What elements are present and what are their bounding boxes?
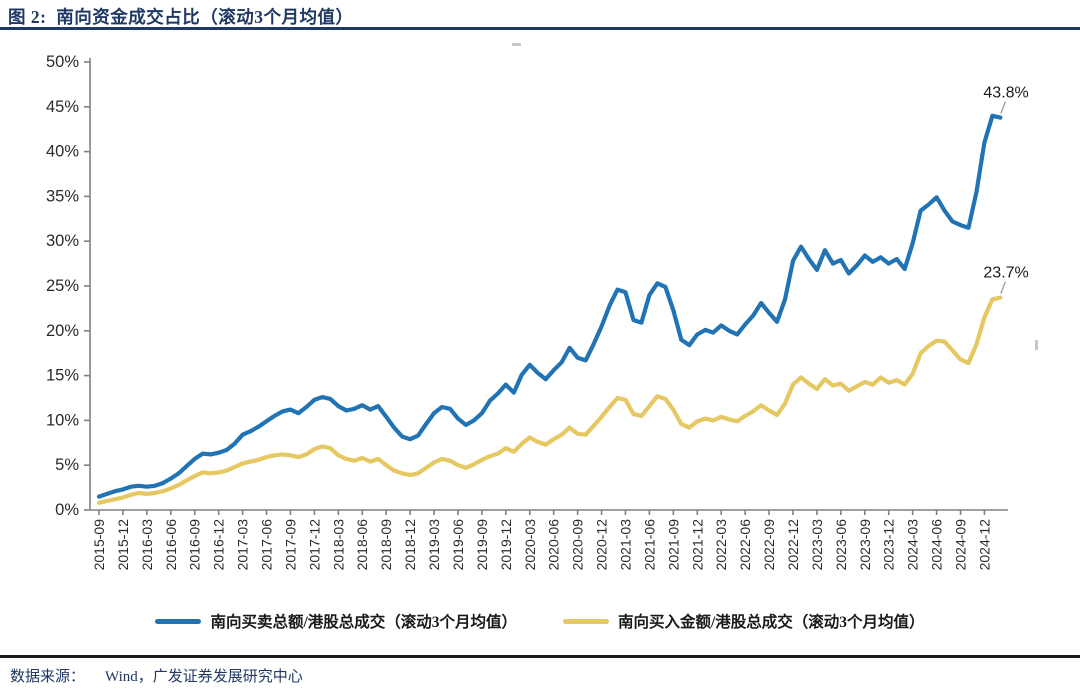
x-tick-label: 2020-09 bbox=[570, 519, 586, 571]
source-text: Wind，广发证券发展研究中心 bbox=[105, 669, 303, 685]
legend-label-total-turnover: 南向买卖总额/港股总成交（滚动3个月均值） bbox=[210, 614, 517, 631]
x-tick-label: 2017-03 bbox=[235, 519, 251, 571]
x-tick-label: 2024-06 bbox=[929, 519, 945, 571]
x-tick-label: 2018-03 bbox=[330, 519, 346, 571]
x-tick-label: 2023-09 bbox=[857, 519, 873, 571]
x-tick-labels: 2015-09 2015-12 2016-03 2016-06 2016-09 2016-… bbox=[91, 519, 992, 571]
x-tick-label: 2024-03 bbox=[905, 519, 921, 571]
series-line-0 bbox=[96, 113, 1003, 499]
y-tick-label: 10% bbox=[46, 411, 79, 429]
x-tick-label: 2019-03 bbox=[426, 519, 442, 571]
x-tick-label: 2020-06 bbox=[546, 519, 562, 571]
y-tick-label: 40% bbox=[46, 143, 79, 161]
y-tick-labels: 0% 5% 10% 15% 20% 25% 30% 35% 40% 45% 50% bbox=[46, 53, 79, 519]
y-tick-label: 35% bbox=[46, 187, 79, 205]
figure-footer: 数据来源： Wind，广发证券发展研究中心 bbox=[0, 655, 1080, 686]
legend-swatch-blue-icon bbox=[155, 618, 202, 624]
x-tick-label: 2021-09 bbox=[665, 519, 681, 571]
axes bbox=[84, 58, 1008, 515]
x-tick-label: 2024-09 bbox=[953, 519, 969, 571]
x-tick-label: 2023-03 bbox=[809, 519, 825, 571]
y-tick-label: 20% bbox=[46, 322, 79, 340]
x-tick-label: 2022-06 bbox=[737, 519, 753, 571]
annotation-leader-line bbox=[1000, 281, 1007, 294]
annotation-value: 23.7% bbox=[983, 265, 1028, 282]
x-tick-label: 2021-12 bbox=[689, 519, 705, 571]
x-tick-label: 2023-06 bbox=[833, 519, 849, 571]
x-tick-label: 2017-09 bbox=[282, 519, 298, 571]
x-tick-label: 2018-09 bbox=[378, 519, 394, 571]
x-tick-label: 2017-06 bbox=[259, 519, 275, 571]
x-tick-label: 2019-12 bbox=[498, 519, 514, 571]
figure-title: 图 2: 南向资金成交占比（滚动3个月均值） bbox=[8, 7, 354, 27]
x-tick-label: 2016-09 bbox=[187, 519, 203, 571]
x-tick-label: 2019-09 bbox=[474, 519, 490, 571]
x-tick-label: 2023-12 bbox=[881, 519, 897, 571]
annotation-leader-line bbox=[1000, 101, 1007, 114]
title-divider bbox=[0, 27, 1080, 30]
x-tick-label: 2020-12 bbox=[594, 519, 610, 571]
y-tick-label: 5% bbox=[55, 456, 79, 474]
legend-item-total-turnover: 南向买卖总额/港股总成交（滚动3个月均值） bbox=[155, 610, 517, 632]
x-tick-label: 2021-06 bbox=[641, 519, 657, 571]
x-tick-label: 2021-03 bbox=[617, 519, 633, 571]
y-tick-label: 50% bbox=[46, 53, 79, 71]
y-tick-label: 30% bbox=[46, 232, 79, 250]
scan-artifact-mark bbox=[1035, 340, 1038, 350]
y-tick-label: 25% bbox=[46, 277, 79, 295]
x-tick-label: 2022-03 bbox=[713, 519, 729, 571]
x-tick-label: 2024-12 bbox=[976, 519, 992, 571]
scan-artifact-mark bbox=[512, 43, 521, 46]
x-tick-label: 2022-12 bbox=[785, 519, 801, 571]
series-line-1 bbox=[96, 295, 1003, 505]
legend-item-buy-amount: 南向买入金额/港股总成交（滚动3个月均值） bbox=[563, 610, 925, 632]
x-tick-label: 2015-12 bbox=[115, 519, 131, 571]
annotation-value: 43.8% bbox=[983, 85, 1028, 102]
x-tick-label: 2016-03 bbox=[139, 519, 155, 571]
legend-label-buy-amount: 南向买入金额/港股总成交（滚动3个月均值） bbox=[618, 614, 925, 631]
y-tick-label: 15% bbox=[46, 367, 79, 385]
x-tick-label: 2015-09 bbox=[91, 519, 107, 571]
chart-legend: 南向买卖总额/港股总成交（滚动3个月均值） 南向买入金额/港股总成交（滚动3个月… bbox=[0, 610, 1080, 632]
x-tick-label: 2020-03 bbox=[522, 519, 538, 571]
x-tick-label: 2017-12 bbox=[306, 519, 322, 571]
legend-swatch-yellow-icon bbox=[563, 618, 609, 624]
x-tick-label: 2019-06 bbox=[450, 519, 466, 571]
x-tick-label: 2018-12 bbox=[402, 519, 418, 571]
source-label: 数据来源： bbox=[10, 669, 86, 685]
x-tick-label: 2016-06 bbox=[163, 519, 179, 571]
y-tick-label: 0% bbox=[55, 501, 79, 519]
x-tick-label: 2016-12 bbox=[211, 519, 227, 571]
x-tick-label: 2018-06 bbox=[354, 519, 370, 571]
y-tick-label: 45% bbox=[46, 98, 79, 116]
x-tick-label: 2022-09 bbox=[761, 519, 777, 571]
